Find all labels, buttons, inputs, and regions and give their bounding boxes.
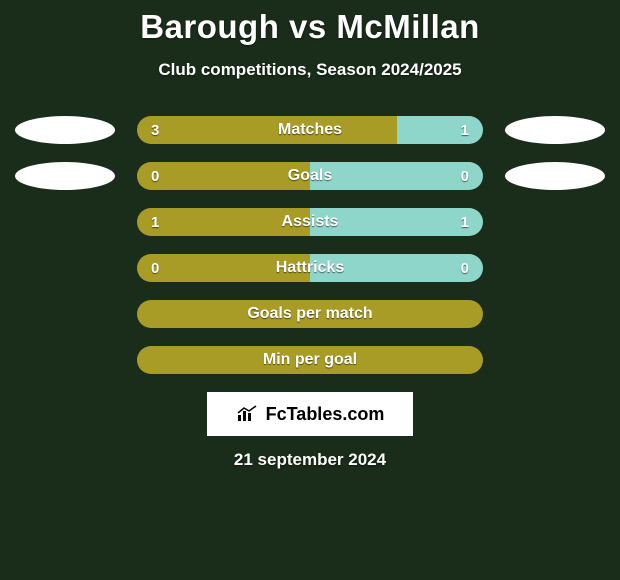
bar-segment-right <box>310 208 483 236</box>
stat-value-right: 0 <box>461 254 469 282</box>
date-label: 21 september 2024 <box>0 450 620 470</box>
spacer <box>15 208 115 236</box>
stat-bar: Hattricks00 <box>137 254 483 282</box>
spacer <box>505 346 605 374</box>
stat-value-right: 1 <box>461 116 469 144</box>
bar-segment-left <box>137 208 310 236</box>
bar-segment-left <box>137 300 483 328</box>
spacer <box>15 300 115 328</box>
player-oval-right <box>505 116 605 144</box>
stat-bar: Assists11 <box>137 208 483 236</box>
comparison-row: Matches31 <box>0 116 620 144</box>
stat-bar: Min per goal <box>137 346 483 374</box>
chart-icon <box>236 405 260 423</box>
comparison-row: Assists11 <box>0 208 620 236</box>
stat-value-left: 3 <box>151 116 159 144</box>
player-oval-left <box>15 116 115 144</box>
bar-segment-left <box>137 116 397 144</box>
spacer <box>15 346 115 374</box>
player-oval-left <box>15 162 115 190</box>
branding-bar: FcTables.com <box>207 392 413 436</box>
stat-value-right: 0 <box>461 162 469 190</box>
bar-segment-right <box>310 254 483 282</box>
comparison-row: Hattricks00 <box>0 254 620 282</box>
comparison-row: Min per goal <box>0 346 620 374</box>
bar-segment-left <box>137 254 310 282</box>
comparison-rows: Matches31Goals00Assists11Hattricks00Goal… <box>0 116 620 374</box>
subtitle: Club competitions, Season 2024/2025 <box>0 60 620 80</box>
stat-value-left: 0 <box>151 162 159 190</box>
comparison-row: Goals00 <box>0 162 620 190</box>
stat-value-right: 1 <box>461 208 469 236</box>
spacer <box>505 254 605 282</box>
spacer <box>505 300 605 328</box>
branding-text: FcTables.com <box>266 404 385 425</box>
bar-segment-left <box>137 346 483 374</box>
comparison-row: Goals per match <box>0 300 620 328</box>
bar-segment-right <box>310 162 483 190</box>
stat-bar: Goals00 <box>137 162 483 190</box>
stat-value-left: 0 <box>151 254 159 282</box>
comparison-infographic: Barough vs McMillan Club competitions, S… <box>0 0 620 470</box>
spacer <box>15 254 115 282</box>
spacer <box>505 208 605 236</box>
stat-bar: Goals per match <box>137 300 483 328</box>
player-oval-right <box>505 162 605 190</box>
page-title: Barough vs McMillan <box>0 8 620 46</box>
stat-bar: Matches31 <box>137 116 483 144</box>
bar-segment-left <box>137 162 310 190</box>
stat-value-left: 1 <box>151 208 159 236</box>
bar-segment-right <box>397 116 484 144</box>
